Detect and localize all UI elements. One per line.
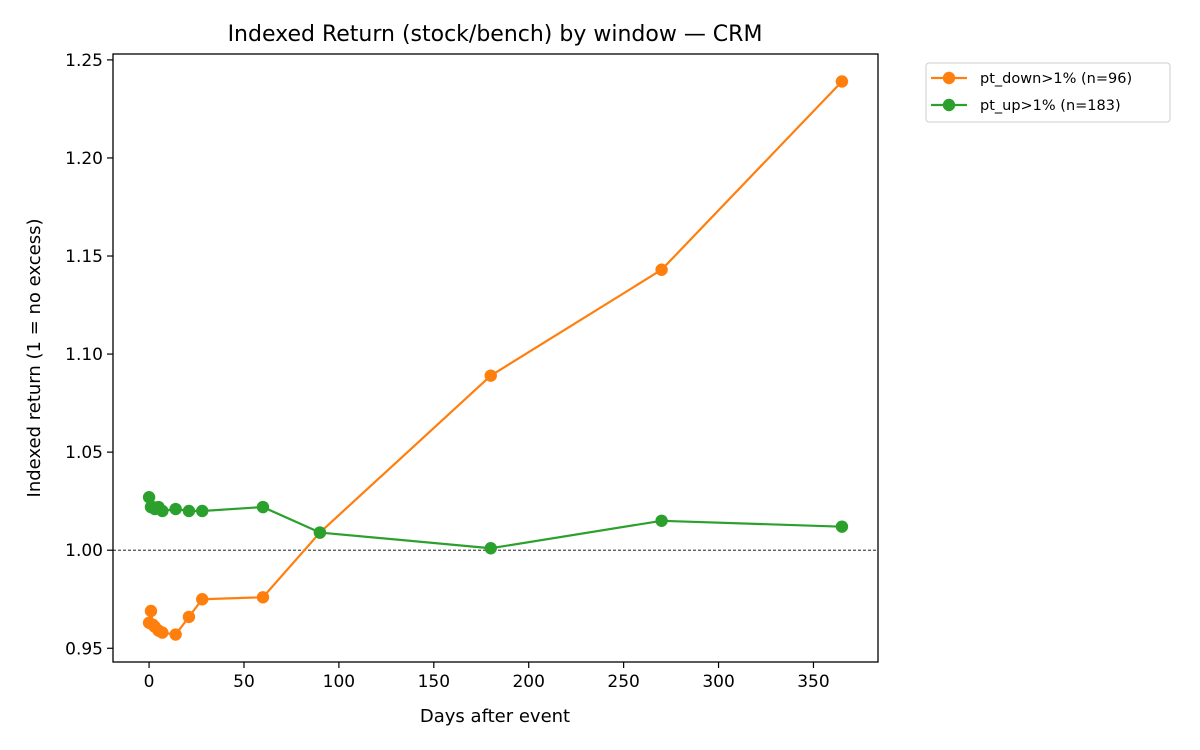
data-point: [835, 520, 849, 533]
data-point: [142, 491, 156, 504]
chart-title: Indexed Return (stock/bench) by window —…: [228, 22, 763, 47]
x-tick-label: 200: [512, 672, 544, 692]
data-point: [655, 514, 668, 527]
data-point: [835, 75, 849, 88]
y-tick-label: 1.25: [65, 51, 103, 71]
data-point: [484, 542, 497, 555]
legend-box: [925, 62, 1171, 123]
data-point: [169, 502, 182, 516]
x-tick-label: 350: [797, 672, 829, 692]
legend: pt_down>1% (n=96) pt_up>1% (n=183): [925, 62, 1171, 123]
data-point: [182, 504, 196, 518]
data-point: [144, 604, 158, 618]
data-point: [182, 610, 196, 624]
legend-label: pt_up>1% (n=183): [980, 98, 1121, 114]
data-point: [169, 628, 182, 641]
y-tick-label: 1.00: [65, 541, 103, 561]
y-tick-label: 0.95: [65, 639, 103, 659]
data-point: [156, 626, 169, 639]
x-tick-label: 50: [233, 672, 255, 692]
data-point: [655, 263, 668, 276]
legend-marker: [942, 71, 956, 85]
data-point: [313, 526, 327, 539]
data-point: [196, 504, 209, 518]
data-point: [156, 504, 169, 518]
y-tick-label: 1.10: [65, 345, 103, 365]
x-tick-label: 150: [418, 672, 450, 692]
y-axis-label: Indexed return (1 = no excess): [24, 219, 45, 498]
y-axis: 0.95 1.00 1.05 1.10 1.15 1.20 1.25: [65, 51, 113, 659]
x-tick-label: 0: [144, 672, 155, 692]
legend-entry: pt_down>1% (n=96): [931, 71, 1132, 87]
y-tick-label: 1.05: [65, 443, 103, 463]
series-group: [142, 75, 849, 641]
x-axis-label: Days after event: [420, 706, 570, 727]
x-axis: 0 50 100 150 200 250 300 350: [144, 662, 830, 692]
legend-marker: [942, 98, 956, 112]
x-tick-label: 250: [607, 672, 639, 692]
x-tick-label: 100: [323, 672, 355, 692]
x-tick-label: 300: [702, 672, 734, 692]
data-point: [484, 369, 497, 382]
plot-frame: [112, 53, 879, 663]
legend-label: pt_down>1% (n=96): [980, 71, 1132, 87]
legend-entry: pt_up>1% (n=183): [931, 98, 1121, 114]
data-point: [256, 500, 270, 514]
data-point: [196, 593, 209, 606]
series-2: [142, 491, 849, 555]
y-tick-label: 1.15: [65, 247, 103, 267]
y-tick-label: 1.20: [65, 149, 103, 169]
data-point: [256, 591, 270, 604]
